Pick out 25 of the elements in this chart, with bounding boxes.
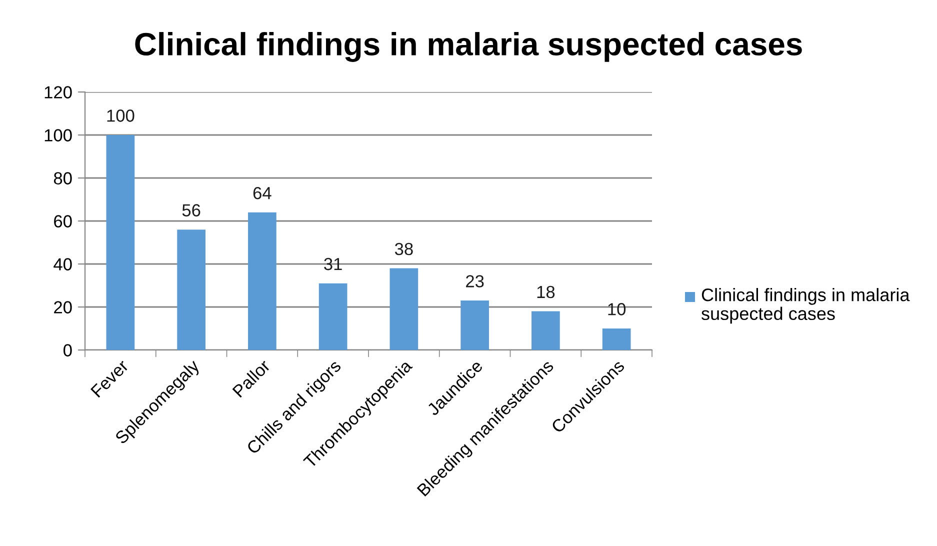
- y-tick-label: 60: [54, 215, 72, 228]
- bar: [460, 300, 489, 350]
- data-label: 64: [253, 186, 272, 200]
- bar: [602, 328, 631, 350]
- y-tick-label: 80: [54, 172, 72, 184]
- y-tick-label: 100: [44, 129, 72, 142]
- chart-title: Clinical findings in malaria suspected cases: [135, 32, 802, 62]
- data-label: 56: [182, 204, 200, 216]
- legend-label: Clinical findings in malaria suspected cases: [702, 288, 910, 324]
- data-label: 38: [394, 242, 413, 256]
- data-label: 31: [324, 258, 342, 270]
- bar: [177, 230, 206, 350]
- bar: [318, 283, 348, 350]
- y-tick-label: 40: [54, 258, 72, 270]
- bar: [532, 311, 560, 350]
- data-label: 10: [608, 303, 626, 316]
- y-tick-label: 0: [64, 344, 72, 356]
- y-tick-label: 20: [54, 301, 72, 314]
- data-label: 23: [466, 275, 484, 288]
- bar: [390, 268, 418, 350]
- data-label: 100: [107, 110, 134, 122]
- y-tick-label: 120: [44, 86, 72, 98]
- bar: [106, 135, 135, 350]
- data-label: 18: [537, 286, 555, 298]
- bar: [248, 212, 276, 350]
